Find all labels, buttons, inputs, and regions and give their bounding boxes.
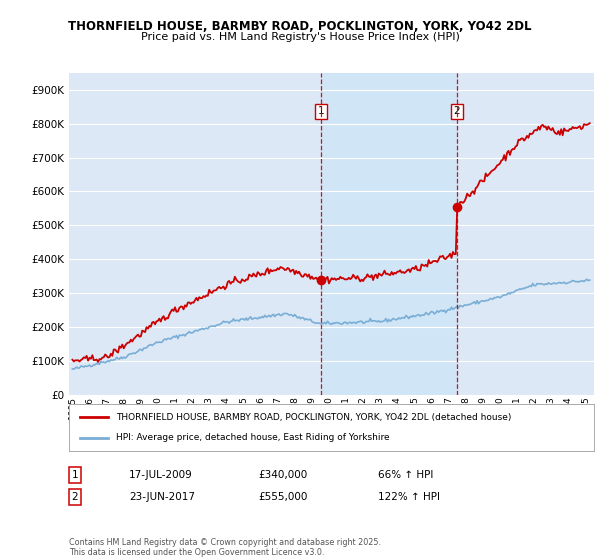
- Text: 2: 2: [454, 106, 460, 116]
- Text: 17-JUL-2009: 17-JUL-2009: [129, 470, 193, 480]
- Text: Contains HM Land Registry data © Crown copyright and database right 2025.
This d: Contains HM Land Registry data © Crown c…: [69, 538, 381, 557]
- Bar: [321, 73, 457, 395]
- Text: THORNFIELD HOUSE, BARMBY ROAD, POCKLINGTON, YORK, YO42 2DL: THORNFIELD HOUSE, BARMBY ROAD, POCKLINGT…: [68, 20, 532, 33]
- Text: 1: 1: [71, 470, 79, 480]
- Text: 2: 2: [71, 492, 79, 502]
- Text: 23-JUN-2017: 23-JUN-2017: [129, 492, 195, 502]
- Text: Price paid vs. HM Land Registry's House Price Index (HPI): Price paid vs. HM Land Registry's House …: [140, 32, 460, 42]
- Text: THORNFIELD HOUSE, BARMBY ROAD, POCKLINGTON, YORK, YO42 2DL (detached house): THORNFIELD HOUSE, BARMBY ROAD, POCKLINGT…: [116, 413, 512, 422]
- Text: £340,000: £340,000: [258, 470, 307, 480]
- Text: 66% ↑ HPI: 66% ↑ HPI: [378, 470, 433, 480]
- Text: HPI: Average price, detached house, East Riding of Yorkshire: HPI: Average price, detached house, East…: [116, 433, 390, 442]
- Text: £555,000: £555,000: [258, 492, 307, 502]
- Text: 122% ↑ HPI: 122% ↑ HPI: [378, 492, 440, 502]
- Text: 1: 1: [318, 106, 325, 116]
